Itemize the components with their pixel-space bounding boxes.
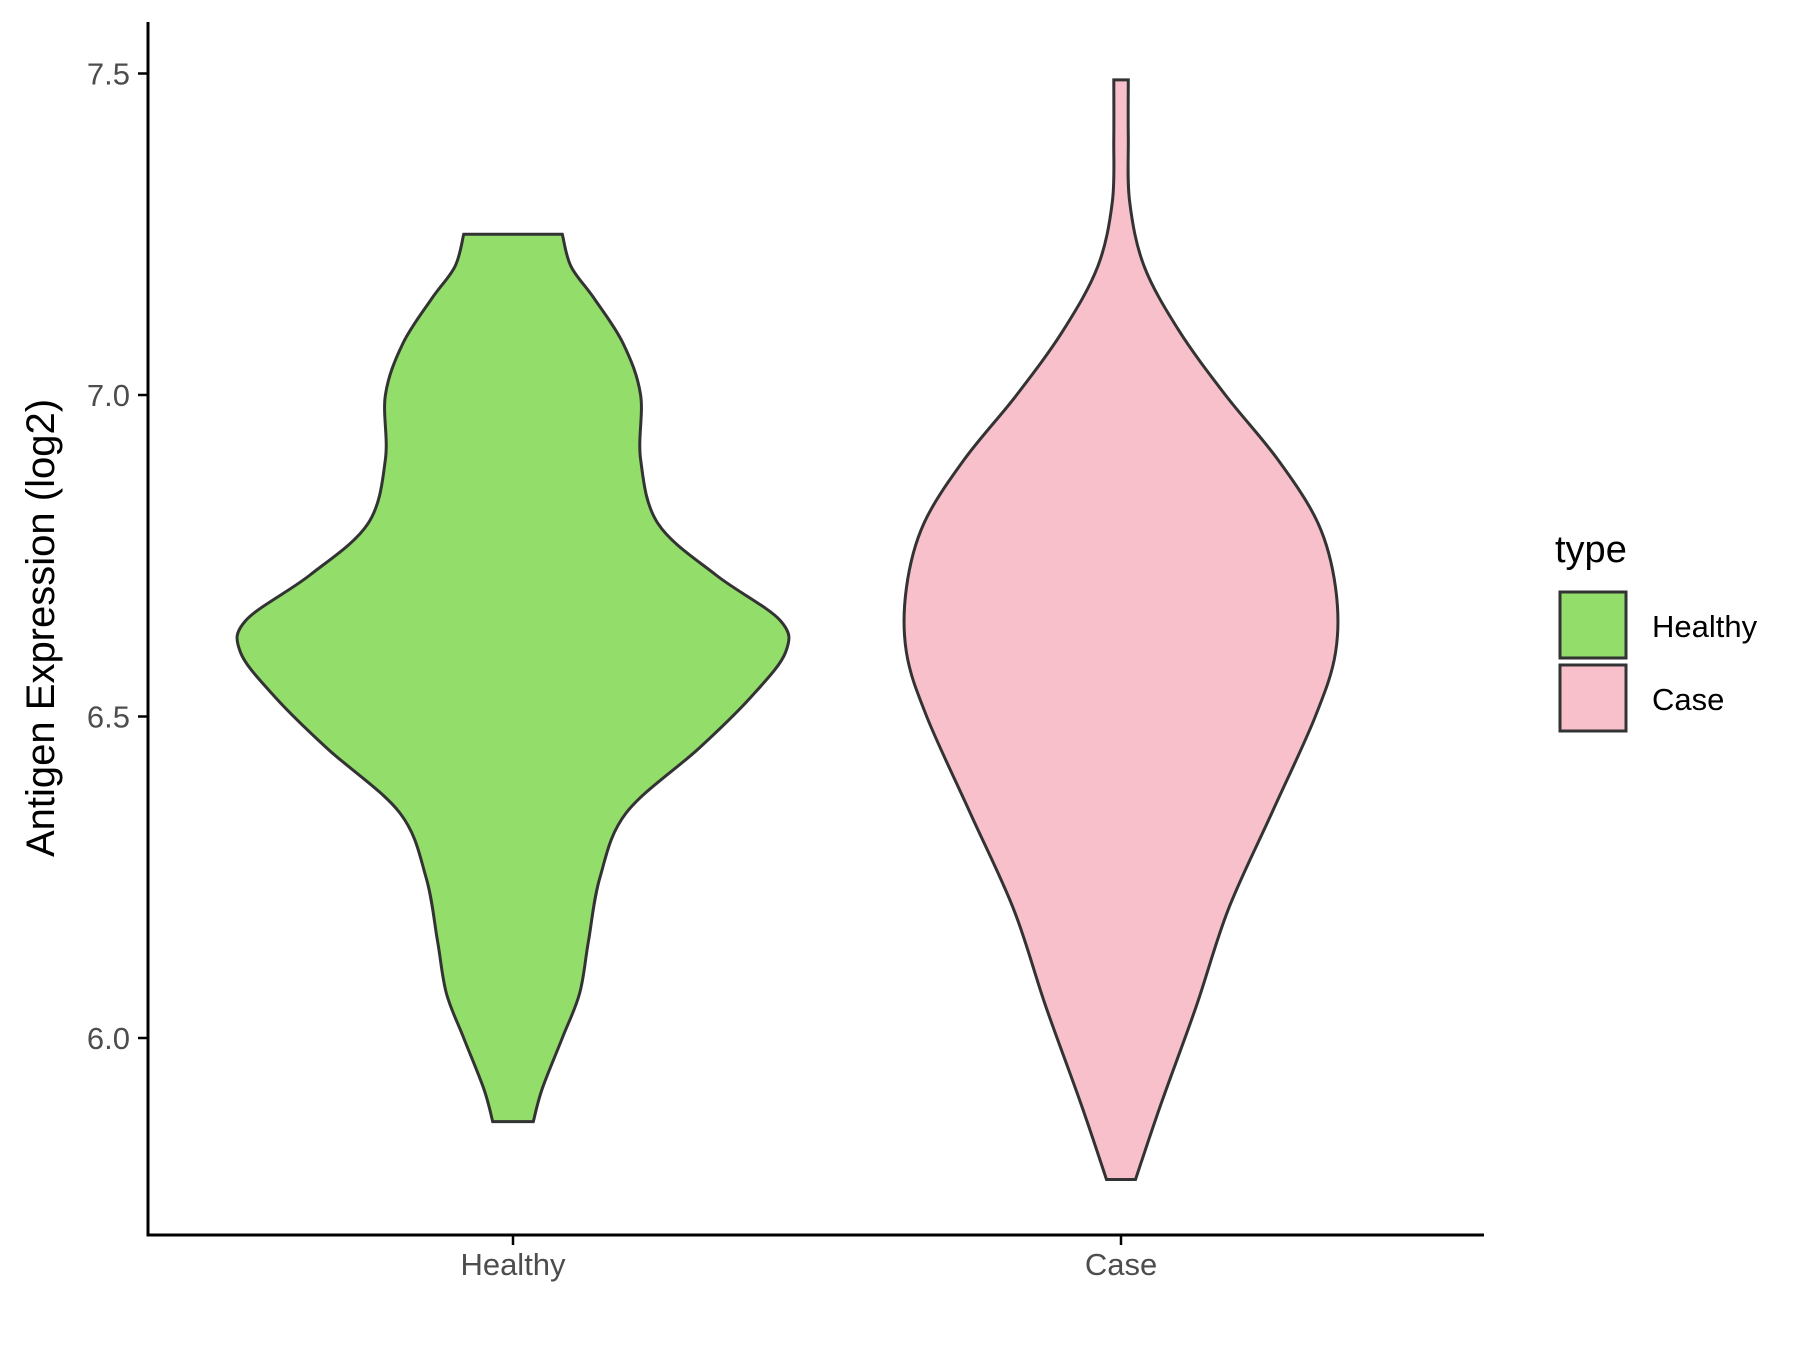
y-axis-title: Antigen Expression (log2) xyxy=(19,399,63,857)
legend: type Healthy Case xyxy=(1555,529,1758,733)
violin-healthy xyxy=(235,232,791,1124)
y-tick-label: 7.5 xyxy=(87,57,130,92)
x-axis-ticks: Healthy Case xyxy=(460,1235,1157,1282)
violin-case xyxy=(902,78,1340,1181)
legend-key-case xyxy=(1558,663,1628,733)
y-axis-ticks: 6.0 6.5 7.0 7.5 xyxy=(87,57,148,1056)
legend-key-healthy xyxy=(1558,590,1628,660)
y-tick-label: 7.0 xyxy=(87,378,130,413)
violin-layer xyxy=(235,78,1340,1181)
legend-label-healthy: Healthy xyxy=(1652,609,1758,644)
legend-label-case: Case xyxy=(1652,682,1724,717)
x-tick-label-healthy: Healthy xyxy=(460,1247,566,1282)
y-tick-label: 6.5 xyxy=(87,700,130,735)
y-tick-label: 6.0 xyxy=(87,1021,130,1056)
x-tick-label-case: Case xyxy=(1085,1247,1157,1282)
legend-title: type xyxy=(1555,529,1627,571)
